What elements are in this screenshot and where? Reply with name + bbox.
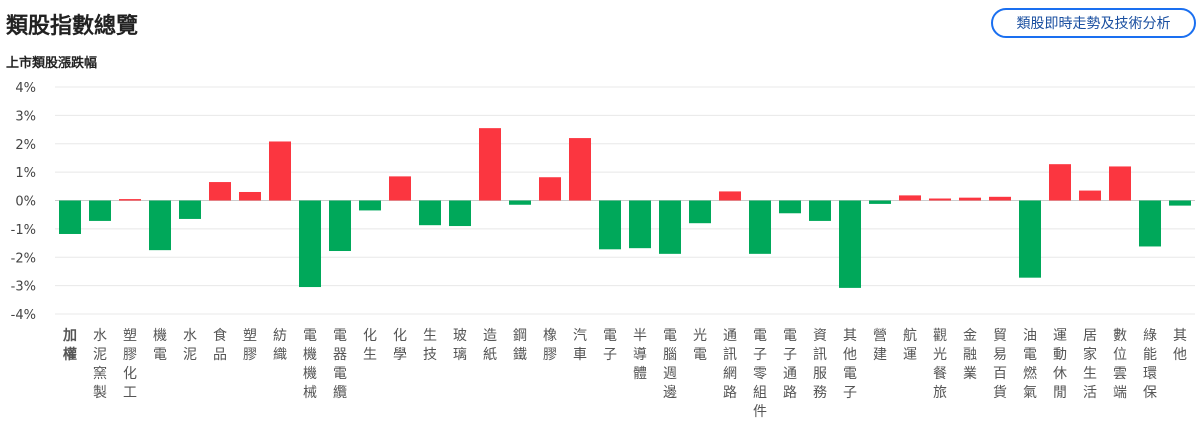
x-tick-label: 半導體 <box>633 328 647 382</box>
x-tick-label: 電子 <box>603 328 617 363</box>
x-tick-label: 電機機械 <box>303 328 317 401</box>
x-tick-label: 玻璃 <box>453 328 467 363</box>
bar-0 <box>59 200 81 234</box>
x-tick-label: 貿易百貨 <box>993 328 1007 401</box>
bar-11 <box>389 176 411 201</box>
bar-25 <box>809 200 831 221</box>
y-tick-label: -3% <box>11 280 36 295</box>
bar-18 <box>599 200 621 250</box>
sector-realtime-analysis-button[interactable]: 類股即時走勢及技術分析 <box>991 8 1196 38</box>
x-tick-label: 油電燃氣 <box>1023 328 1037 401</box>
x-tick-label: 造紙 <box>483 328 497 363</box>
x-tick-label: 綠能環保 <box>1143 328 1157 401</box>
x-tick-label: 塑膠化工 <box>123 328 137 401</box>
x-tick-label: 居家生活 <box>1083 328 1097 401</box>
y-tick-label: -1% <box>11 223 36 238</box>
bar-27 <box>869 200 891 204</box>
bar-34 <box>1079 190 1101 201</box>
bar-1 <box>89 200 111 221</box>
x-tick-label: 塑膠 <box>243 328 257 363</box>
x-tick-label: 電子通路 <box>783 328 797 401</box>
x-tick-label: 金融業 <box>963 328 977 382</box>
bar-3 <box>149 200 171 251</box>
bar-13 <box>449 200 471 227</box>
bar-24 <box>779 200 801 214</box>
bar-6 <box>239 191 261 201</box>
bar-14 <box>479 128 501 201</box>
bar-33 <box>1049 164 1071 201</box>
bar-28 <box>899 195 921 201</box>
x-tick-label: 機電 <box>153 328 167 363</box>
bar-10 <box>359 200 381 211</box>
bar-15 <box>509 200 531 205</box>
bar-16 <box>539 177 561 201</box>
bar-8 <box>299 200 321 288</box>
y-tick-label: -2% <box>11 251 36 266</box>
x-tick-label: 汽車 <box>573 328 587 363</box>
x-tick-label: 電子零組件 <box>753 328 767 420</box>
y-tick-label: 3% <box>15 109 36 124</box>
bar-32 <box>1019 200 1041 278</box>
bar-17 <box>569 138 591 201</box>
x-tick-label: 食品 <box>213 327 227 363</box>
y-tick-label: 0% <box>15 195 36 210</box>
y-tick-label: -4% <box>11 308 36 323</box>
y-tick-label: 1% <box>15 166 36 181</box>
x-tick-label: 觀光餐旅 <box>933 328 947 401</box>
bar-7 <box>269 141 291 201</box>
x-tick-label: 生技 <box>423 328 437 363</box>
x-tick-label: 資訊服務 <box>813 328 827 401</box>
x-tick-label: 水泥窯製 <box>93 328 107 401</box>
page-title: 類股指數總覽 <box>6 14 139 39</box>
chart-title: 上市類股漲跌幅 <box>6 56 98 71</box>
bar-23 <box>749 200 771 254</box>
x-tick-label: 橡膠 <box>543 328 557 363</box>
x-tick-label: 電器電纜 <box>333 328 347 401</box>
bar-22 <box>719 191 741 201</box>
bar-26 <box>839 200 861 288</box>
x-tick-label: 化生 <box>363 328 377 363</box>
x-tick-label: 電腦週邊 <box>663 328 677 401</box>
bar-37 <box>1169 200 1191 206</box>
bar-20 <box>659 200 681 254</box>
bar-31 <box>989 196 1011 201</box>
y-tick-label: 2% <box>15 138 36 153</box>
bar-2 <box>119 199 141 201</box>
bar-35 <box>1109 166 1131 201</box>
bar-12 <box>419 200 441 226</box>
bar-9 <box>329 200 351 252</box>
x-tick-label: 加權 <box>62 328 77 363</box>
x-tick-label: 鋼鐵 <box>513 328 527 363</box>
x-tick-label: 化學 <box>393 328 407 363</box>
x-tick-label: 水泥 <box>183 328 197 363</box>
bar-4 <box>179 200 201 219</box>
bar-21 <box>689 200 711 224</box>
x-tick-label: 通訊網路 <box>723 328 737 401</box>
bar-5 <box>209 182 231 201</box>
x-tick-label: 運動休閒 <box>1053 328 1067 401</box>
bar-29 <box>929 198 951 201</box>
bar-19 <box>629 200 651 249</box>
x-tick-label: 其他 <box>1173 328 1187 363</box>
x-tick-label: 其他電子 <box>843 328 857 401</box>
x-tick-label: 航運 <box>903 328 917 363</box>
x-tick-label: 紡織 <box>273 328 287 363</box>
x-tick-label: 光電 <box>693 328 707 363</box>
x-tick-label: 數位雲端 <box>1113 328 1127 401</box>
bar-36 <box>1139 200 1161 247</box>
y-tick-label: 4% <box>15 81 36 96</box>
bar-30 <box>959 197 981 201</box>
x-tick-label: 營建 <box>873 328 887 363</box>
